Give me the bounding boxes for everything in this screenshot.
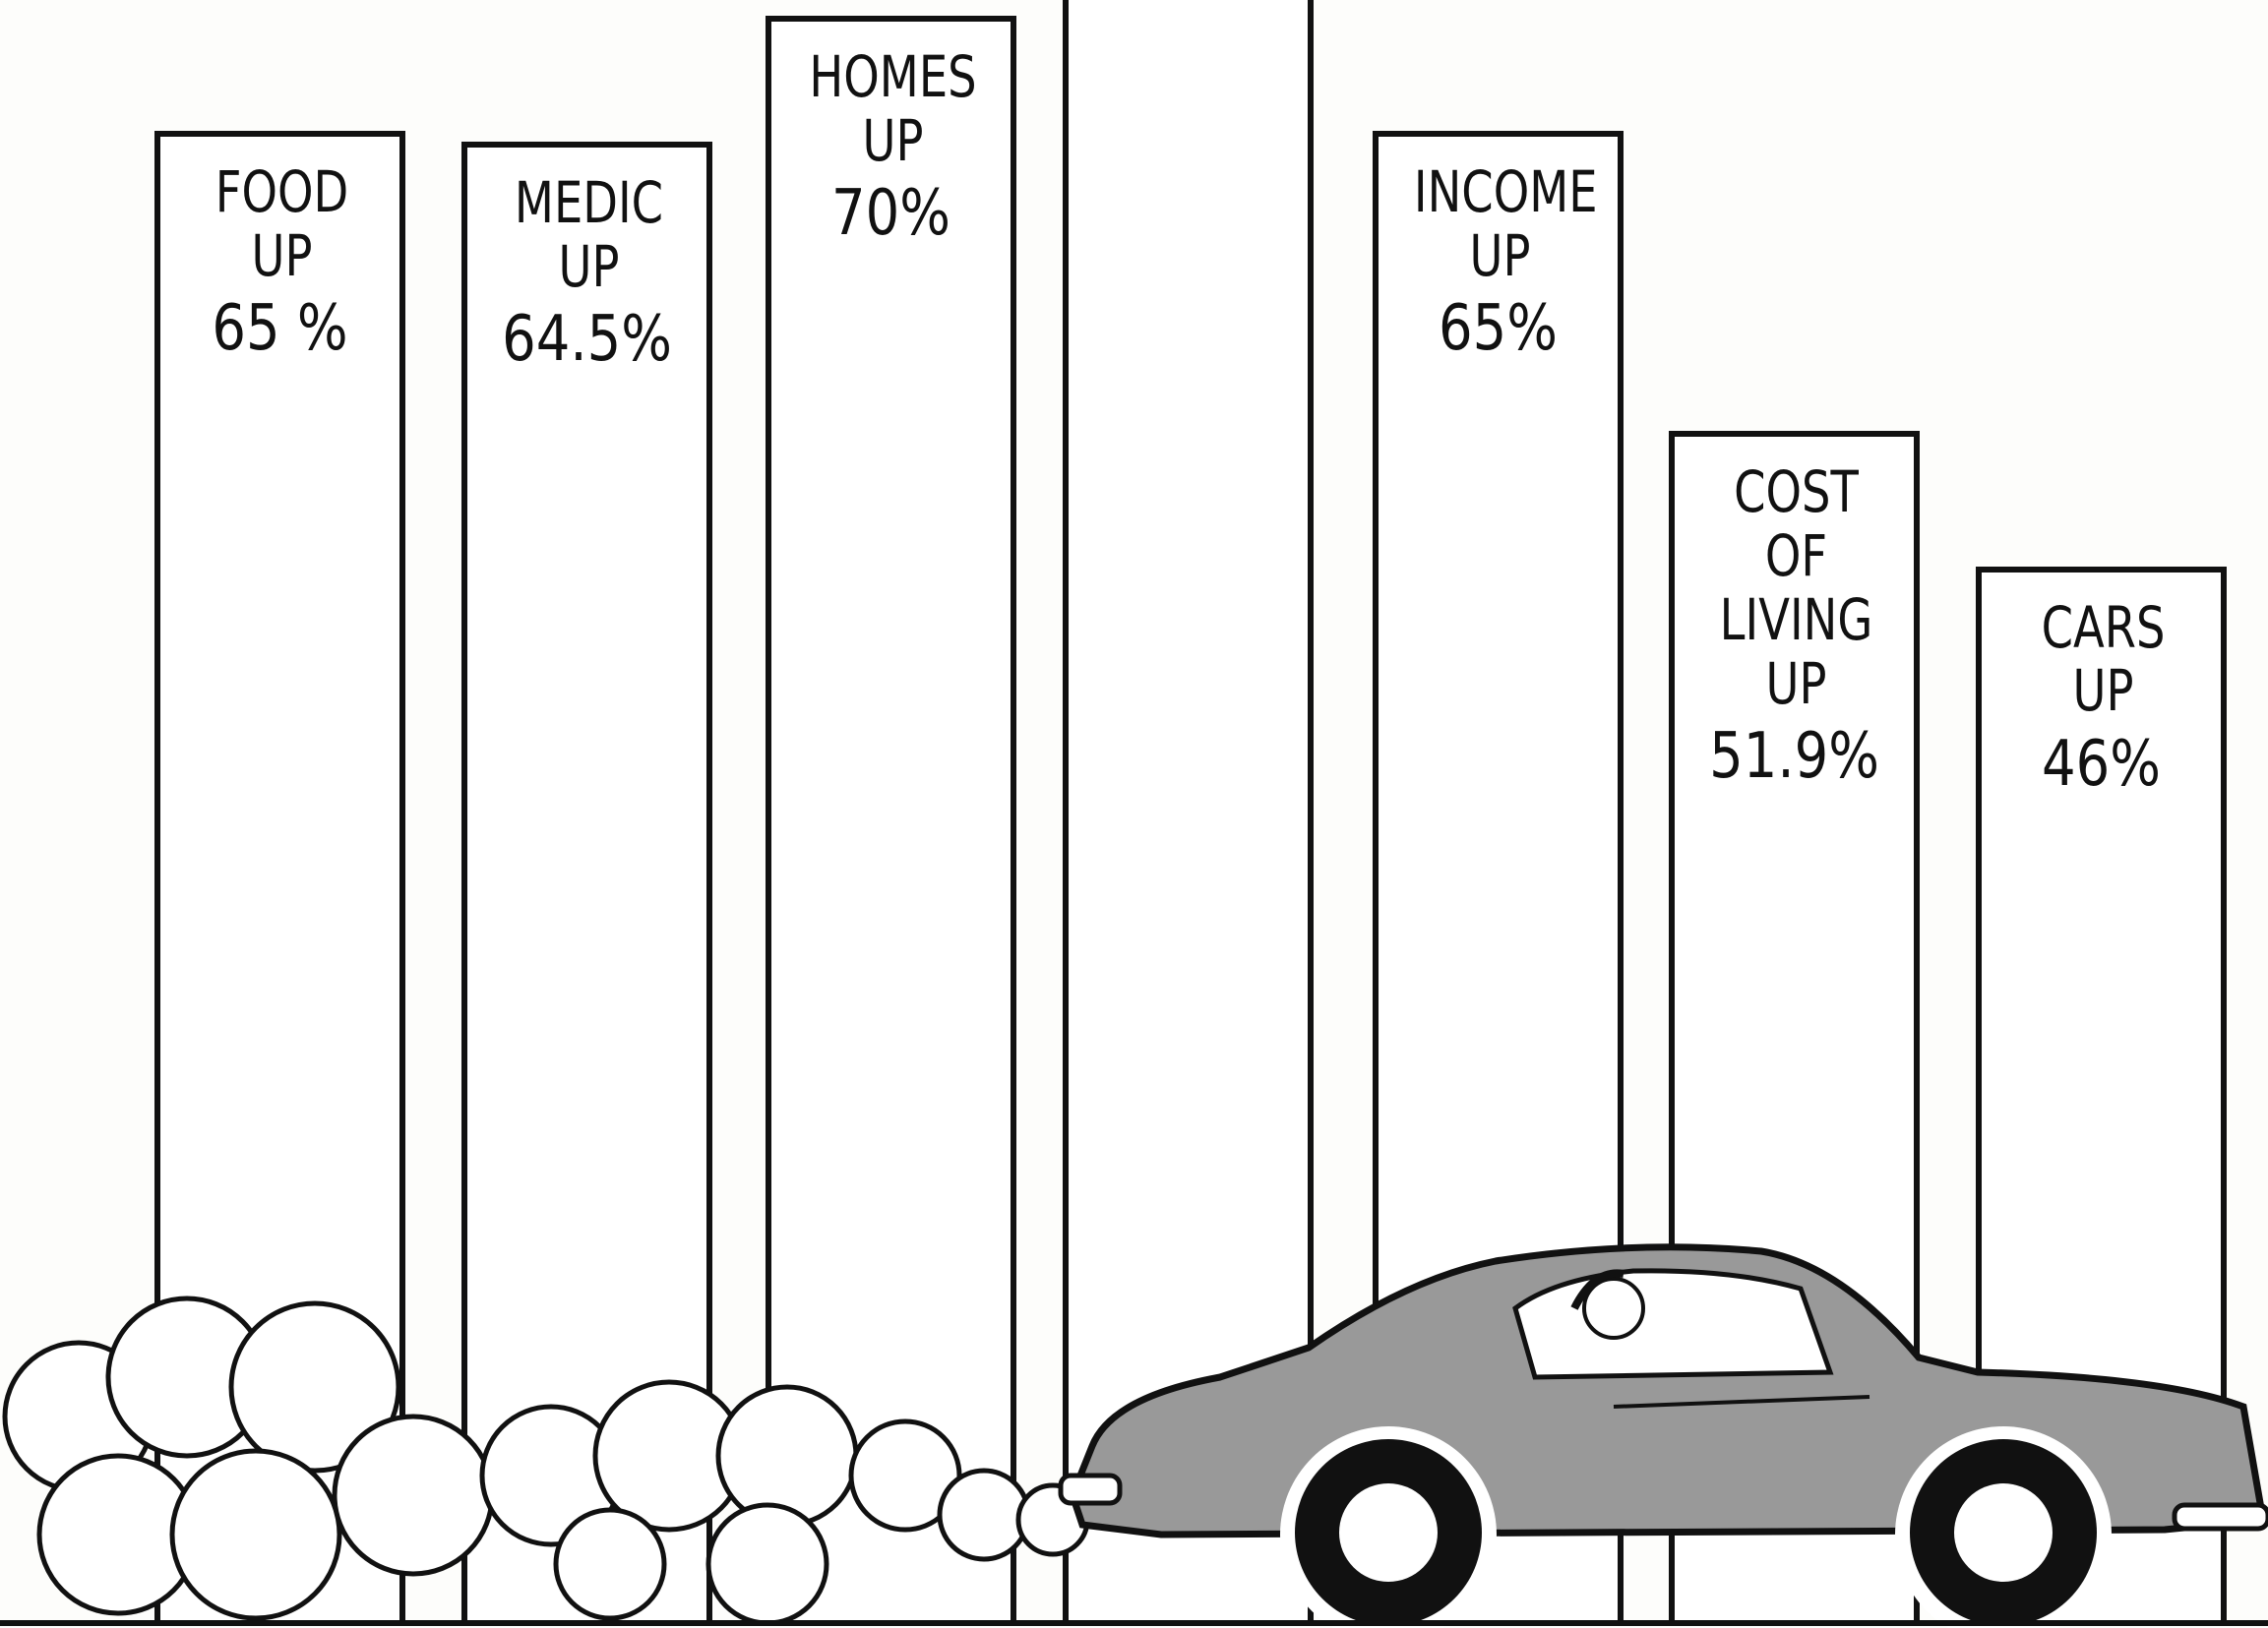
car — [1061, 1247, 2268, 1628]
cartoon — [0, 0, 2268, 1628]
chart: FOOD UP65 %MEDIC UP64.5%HOMES UP70%INCOM… — [0, 0, 2268, 1628]
exhaust-clouds — [5, 1298, 1087, 1623]
